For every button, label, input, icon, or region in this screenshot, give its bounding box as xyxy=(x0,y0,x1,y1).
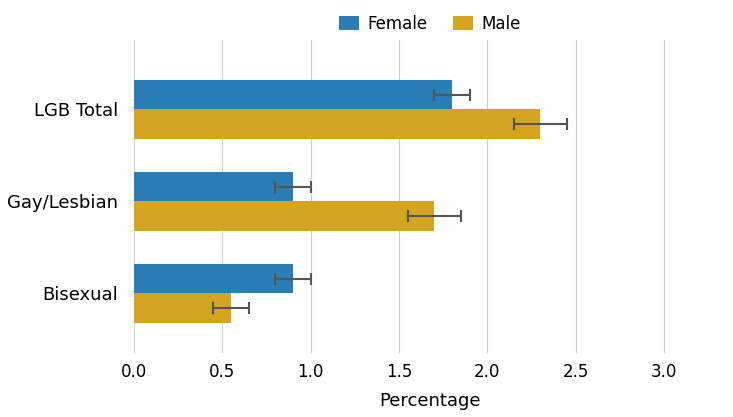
X-axis label: Percentage: Percentage xyxy=(379,392,481,410)
Bar xyxy=(134,294,231,323)
Legend: Female, Male: Female, Male xyxy=(333,8,527,39)
Bar xyxy=(134,80,452,109)
Bar xyxy=(134,172,293,201)
Bar xyxy=(134,264,293,294)
Bar xyxy=(134,109,540,139)
Bar xyxy=(134,201,435,231)
